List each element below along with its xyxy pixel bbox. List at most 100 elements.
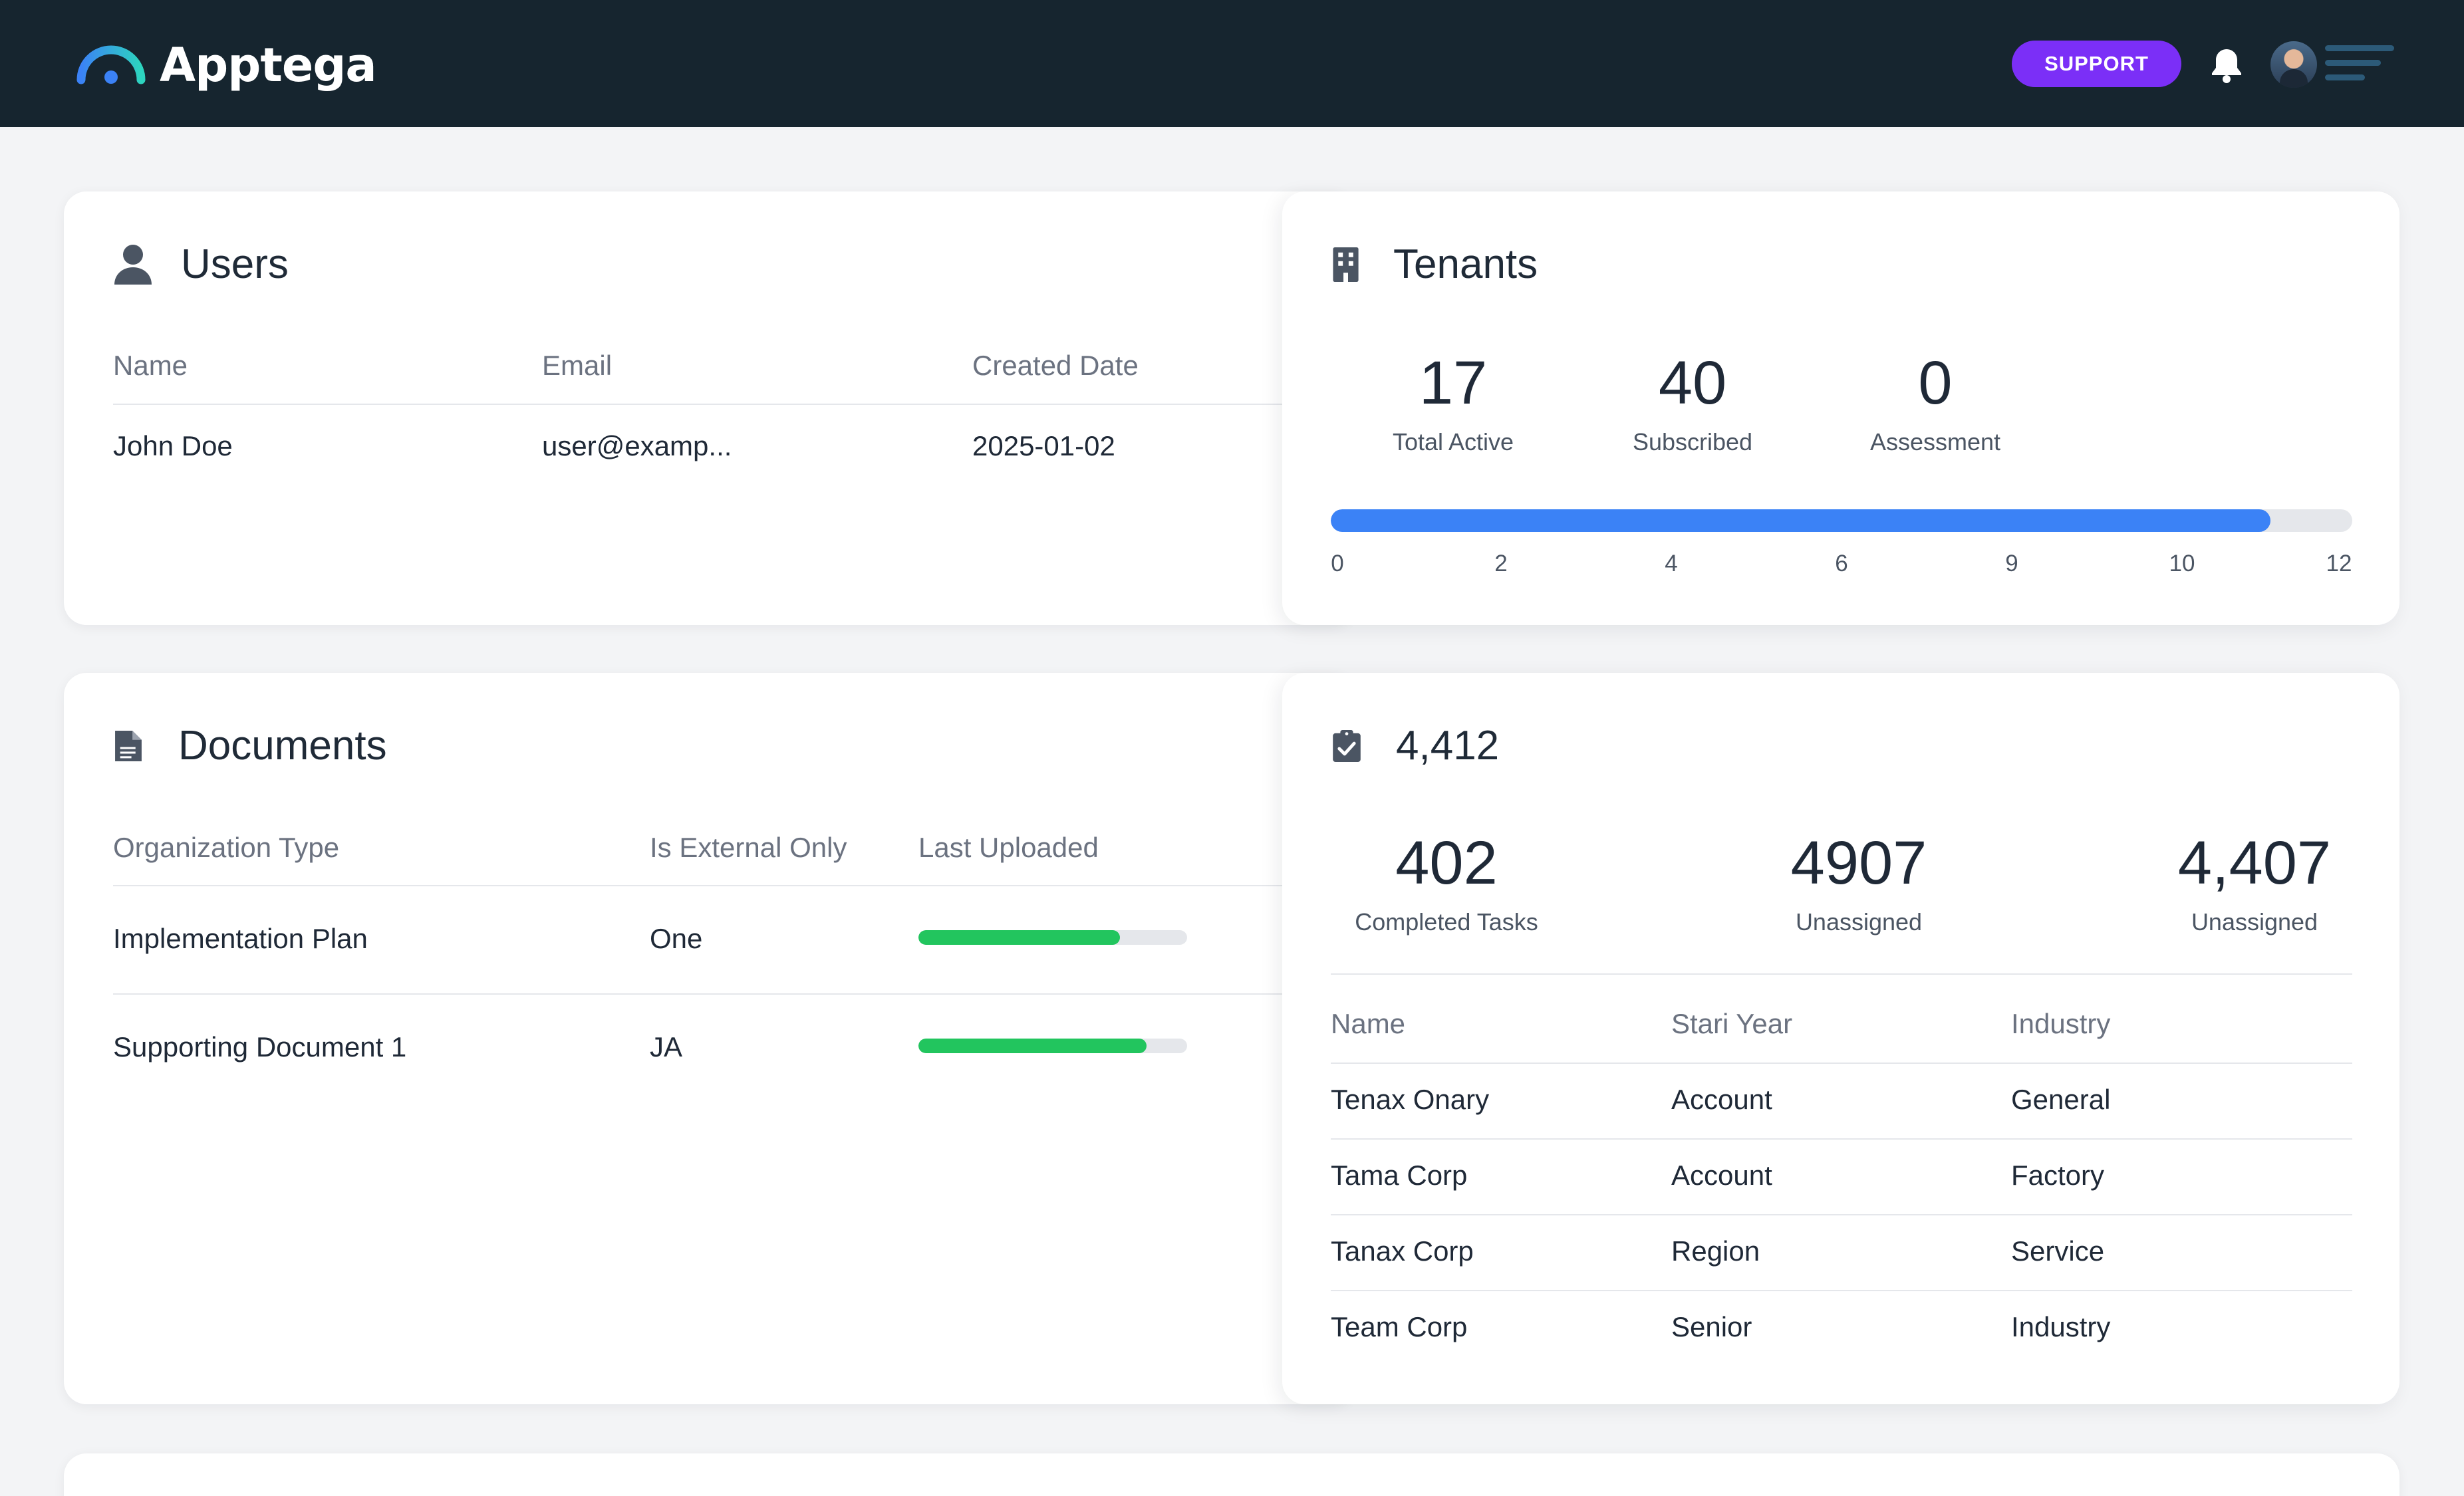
stat-value: 17 <box>1419 349 1488 417</box>
tenants-progress-scale: 0 2 4 6 9 10 12 <box>1331 551 2352 581</box>
column-header-created-date[interactable]: Created Date <box>972 350 1139 381</box>
stat-value: 402 <box>1395 829 1498 897</box>
users-title-text: Users <box>181 241 289 287</box>
scale-tick-label: 6 <box>1835 551 1848 576</box>
column-header-email[interactable]: Email <box>542 350 613 381</box>
documents-table-header: Organization Type Is External Only Last … <box>113 828 1284 886</box>
apptega-arc-logo-icon <box>76 45 146 84</box>
tasks-card <box>1282 673 2399 1404</box>
document-external-flag: JA <box>650 1031 683 1062</box>
scale-tick-label: 4 <box>1665 551 1678 576</box>
task-start-year: Account <box>1671 1084 1772 1115</box>
task-name: Tanax Corp <box>1331 1235 1474 1267</box>
user-email: user@examp... <box>542 430 732 461</box>
users-table-header: Name Email Created Date <box>113 346 1284 405</box>
user-avatar[interactable] <box>2270 41 2317 88</box>
scale-tick-label: 10 <box>2169 551 2195 576</box>
task-start-year: Senior <box>1671 1311 1752 1342</box>
upload-progress-bar <box>918 1039 1187 1053</box>
table-row[interactable]: Tama Corp Account Factory <box>1331 1140 2352 1215</box>
stat-value: 0 <box>1918 349 1953 417</box>
tasks-table-header: Name Stari Year Industry <box>1331 1005 2352 1064</box>
building-icon <box>1333 247 1359 282</box>
stat-label: Unassigned <box>1795 908 1923 935</box>
divider <box>1331 973 2352 975</box>
document-organization-type: Supporting Document 1 <box>113 1031 407 1062</box>
stat-value: 4907 <box>1790 829 1927 897</box>
user-created-date: 2025-01-02 <box>972 430 1115 461</box>
task-industry: Factory <box>2011 1160 2105 1191</box>
tenants-stat-total-active: 17 Total Active <box>1377 352 1530 456</box>
column-header-industry[interactable]: Industry <box>2011 1008 2111 1039</box>
table-row[interactable]: Supporting Document 1 JA <box>113 995 1284 1103</box>
user-name: John Doe <box>113 430 233 461</box>
menu-line <box>2325 60 2381 66</box>
table-row[interactable]: Tenax Onary Account General <box>1331 1064 2352 1140</box>
tenants-progress-bar <box>1331 509 2352 532</box>
stat-label: Assessment <box>1869 428 2001 455</box>
column-header-name[interactable]: Name <box>1331 1008 1406 1039</box>
tenants-progress-fill <box>1331 509 2271 532</box>
tasks-card-title: 4,412 <box>1331 722 1499 769</box>
menu-line <box>2325 74 2365 80</box>
document-icon <box>115 730 142 761</box>
support-button[interactable]: SUPPORT <box>2012 41 2181 87</box>
table-row[interactable]: John Doe user@examp... 2025-01-02 <box>113 405 1284 485</box>
upload-progress-fill <box>918 1039 1147 1053</box>
tenants-card <box>1282 191 2399 625</box>
task-name: Tenax Onary <box>1331 1084 1490 1115</box>
tenants-card-title: Tenants <box>1331 241 1538 288</box>
tasks-title-text: 4,412 <box>1396 723 1500 769</box>
top-navigation-bar: Apptega SUPPORT <box>0 0 2464 127</box>
column-header-is-external-only[interactable]: Is External Only <box>650 832 847 863</box>
scale-tick-label: 12 <box>2326 551 2352 576</box>
documents-title-text: Documents <box>178 723 387 769</box>
scale-tick-label: 2 <box>1494 551 1508 576</box>
tenants-title-text: Tenants <box>1393 241 1538 287</box>
users-card-title: Users <box>113 241 289 288</box>
column-header-organization-type[interactable]: Organization Type <box>113 832 340 863</box>
tasks-stat-completed: 402 Completed Tasks <box>1337 832 1556 936</box>
stat-label: Completed Tasks <box>1355 908 1538 935</box>
clipboard-check-icon <box>1333 729 1361 762</box>
table-row[interactable]: Team Corp Senior Industry <box>1331 1291 2352 1367</box>
tasks-stat-unassigned: 4907 Unassigned <box>1749 832 1969 936</box>
task-name: Tama Corp <box>1331 1160 1468 1191</box>
table-row[interactable]: Implementation Plan One <box>113 886 1284 995</box>
table-row[interactable]: Tanax Corp Region Service <box>1331 1215 2352 1291</box>
menu-line <box>2325 45 2394 51</box>
documents-table: Organization Type Is External Only Last … <box>113 828 1284 1103</box>
user-icon <box>114 244 152 285</box>
users-table: Name Email Created Date John Doe user@ex… <box>113 346 1284 485</box>
column-header-name[interactable]: Name <box>113 350 188 381</box>
upload-progress-bar <box>918 930 1187 945</box>
task-industry: Service <box>2011 1235 2105 1267</box>
tasks-table: Name Stari Year Industry Tenax Onary Acc… <box>1331 1005 2352 1367</box>
tenants-stat-assessment: 0 Assessment <box>1859 352 2012 456</box>
task-industry: Industry <box>2011 1311 2111 1342</box>
stat-label: Unassigned <box>2191 908 2318 935</box>
users-card <box>64 191 1354 625</box>
task-name: Team Corp <box>1331 1311 1468 1342</box>
brand-logo[interactable]: Apptega <box>74 33 377 97</box>
brand-name: Apptega <box>160 38 377 92</box>
next-card-peek <box>64 1453 2399 1496</box>
documents-card-title: Documents <box>113 722 387 769</box>
hamburger-menu-icon[interactable] <box>2325 44 2394 82</box>
column-header-last-uploaded[interactable]: Last Uploaded <box>918 832 1099 863</box>
task-start-year: Account <box>1671 1160 1772 1191</box>
scale-tick-label: 0 <box>1331 551 1344 576</box>
stat-value: 40 <box>1658 349 1727 417</box>
task-start-year: Region <box>1671 1235 1760 1267</box>
document-external-flag: One <box>650 923 703 954</box>
stat-label: Total Active <box>1392 428 1514 455</box>
scale-tick-label: 9 <box>2005 551 2018 576</box>
task-industry: General <box>2011 1084 2111 1115</box>
upload-progress-fill <box>918 930 1120 945</box>
stat-value: 4,407 <box>2177 829 2332 897</box>
tenants-stat-subscribed: 40 Subscribed <box>1616 352 1769 456</box>
column-header-start-year[interactable]: Stari Year <box>1671 1008 1793 1039</box>
document-organization-type: Implementation Plan <box>113 923 368 954</box>
bell-icon[interactable] <box>2209 47 2244 84</box>
stat-label: Subscribed <box>1632 428 1753 455</box>
